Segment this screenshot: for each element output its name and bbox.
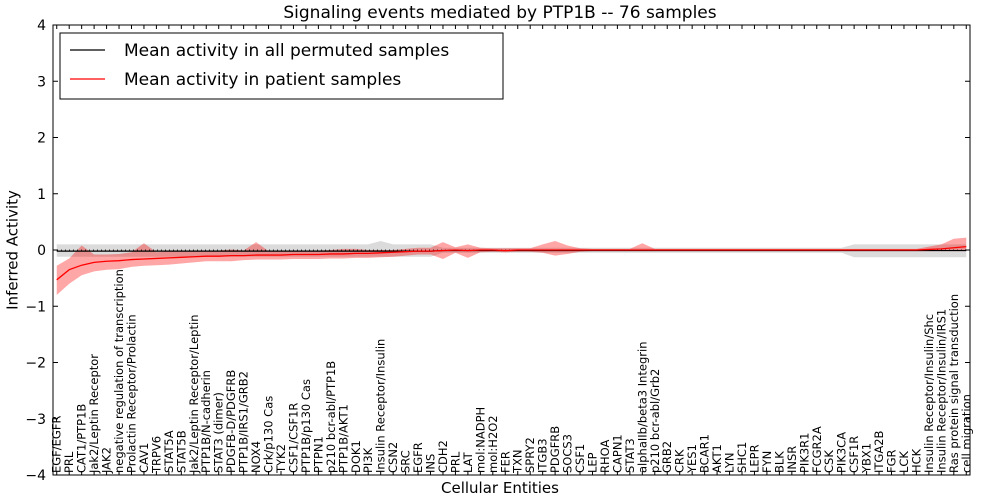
x-tick-label: RHOA xyxy=(598,440,612,473)
x-tick-label: Crk/p130 Cas xyxy=(262,396,276,473)
x-tick-label: PTP1B/p130 Cas xyxy=(299,379,313,473)
y-tick-label: 1 xyxy=(37,187,46,203)
x-tick-label: CAPN1 xyxy=(610,434,624,473)
x-tick-label: p210 bcr-abl/Grb2 xyxy=(648,369,662,473)
x-tick-label: PIK3R1 xyxy=(797,433,811,474)
x-tick-label: PRL xyxy=(62,451,76,473)
x-tick-label: DOK1 xyxy=(349,440,363,473)
x-tick-label: CAT1/PTP1B xyxy=(75,404,89,473)
y-axis: −4 −3 −2 −1 0 1 2 3 4 xyxy=(25,18,970,484)
x-tick-label: Prolactin Receptor/Prolactin xyxy=(124,314,138,473)
x-tick-label: INS xyxy=(424,454,438,473)
x-tick-label: YES1 xyxy=(685,444,699,474)
x-tick-label: PRL xyxy=(448,451,462,473)
x-tick-label: STAT5B xyxy=(174,430,188,473)
x-tick-label: HCK xyxy=(909,448,923,473)
x-tick-label: SHC1 xyxy=(735,442,749,473)
legend-label-patient: Mean activity in patient samples xyxy=(124,70,401,90)
legend-label-permuted: Mean activity in all permuted samples xyxy=(124,41,449,61)
x-tick-label: PIK3CA xyxy=(835,432,849,473)
x-tick-label: Insulin Receptor/Insulin/IRS1 xyxy=(934,309,948,473)
band-patient xyxy=(56,237,967,295)
x-tick-label: SOCS3 xyxy=(561,434,575,473)
x-tick-label: STAT5A xyxy=(162,430,176,473)
x-tick-label: LEPR xyxy=(747,444,761,473)
x-tick-label: BCAR1 xyxy=(698,434,712,473)
y-axis-label: Inferred Activity xyxy=(3,190,21,310)
x-tick-label: TYK2 xyxy=(274,444,288,474)
x-tick-label: FCGR2A xyxy=(810,426,824,473)
x-tick-label: negative regulation of transcription xyxy=(112,269,126,473)
x-tick-label: cell migration xyxy=(959,394,973,473)
x-tick-label: CSF1 xyxy=(573,444,587,473)
x-tick-label: PI3K xyxy=(361,447,375,473)
x-tick-label: CAV1 xyxy=(137,443,151,473)
y-tick-label: 0 xyxy=(37,243,46,259)
x-tick-label: INSR xyxy=(785,446,799,473)
x-tick-label: Insulin Receptor/Insulin/Shc xyxy=(922,314,936,473)
x-tick-label: PDGFB-D/PDGFRB xyxy=(224,370,238,473)
x-tick-label: CDH2 xyxy=(436,440,450,473)
x-tick-label: TRPV6 xyxy=(149,436,163,474)
x-tick-label: PTP1B/N-cadherin xyxy=(199,370,213,473)
x-tick-label: CRK xyxy=(673,449,687,473)
x-tick-label: Ras protein signal transduction xyxy=(947,294,961,473)
series-line-patient xyxy=(56,245,967,281)
x-tick-label: PDGFRB xyxy=(548,426,562,473)
x-tick-label: PTP1B/IRS1/GRB2 xyxy=(237,371,251,473)
x-tick-label: LCK xyxy=(897,451,911,473)
x-tick-label: p210 bcr-abl/PTP1B xyxy=(324,361,338,473)
x-tick-label: ITGA2B xyxy=(872,430,886,473)
x-tick-label: STAT3 xyxy=(623,438,637,473)
confidence-bands xyxy=(56,237,967,295)
x-tick-label: PTPN1 xyxy=(311,436,325,473)
x-tick-label: BLK xyxy=(772,451,786,473)
x-tick-label: JAK2 xyxy=(100,447,114,474)
band-permuted xyxy=(56,241,967,258)
x-tick-label: alphaIIb/beta3 Integrin xyxy=(635,341,649,473)
legend: Mean activity in all permuted samples Mea… xyxy=(59,32,504,100)
x-tick-label: EGFR xyxy=(411,442,425,473)
x-tick-label: LEP xyxy=(585,452,599,473)
x-tick-label: CSF1R xyxy=(847,436,861,473)
x-tick-label: FGR xyxy=(885,449,899,473)
y-tick-label: 3 xyxy=(37,74,46,90)
x-tick-label: STAT3 (dimer) xyxy=(212,392,226,473)
x-tick-label: LYN xyxy=(723,452,737,473)
x-tick-label: CSN2 xyxy=(386,442,400,473)
x-tick-label: SRC xyxy=(399,450,413,473)
x-tick-label: LAT xyxy=(461,451,475,473)
series-lines xyxy=(56,245,967,281)
y-tick-label: −4 xyxy=(25,468,46,484)
x-tick-label: CSK xyxy=(822,450,836,473)
x-tick-label: EGF/EGFR xyxy=(50,416,64,473)
x-tick-label: Insulin Receptor/Insulin xyxy=(374,339,388,473)
y-tick-label: 2 xyxy=(37,131,46,147)
x-tick-label: ITGB3 xyxy=(536,438,550,473)
y-tick-label: −2 xyxy=(25,356,46,372)
chart-title: Signaling events mediated by PTP1B -- 76… xyxy=(283,3,716,23)
x-tick-label: NOX4 xyxy=(249,441,263,473)
x-tick-label: Jak2/Leptin Receptor/Leptin xyxy=(187,315,201,474)
x-tick-label: CSF1/CSF1R xyxy=(286,403,300,473)
x-tick-label: PTP1B/AKT1 xyxy=(336,404,350,473)
y-tick-label: −1 xyxy=(25,299,46,315)
x-tick-label: AKT1 xyxy=(710,444,724,473)
y-tick-label: 4 xyxy=(37,18,46,34)
legend-box xyxy=(59,32,504,100)
x-tick-label: Jak2/Leptin Receptor xyxy=(87,354,101,474)
x-tick-label: TXN xyxy=(511,449,525,474)
x-axis-label: Cellular Entities xyxy=(441,479,559,497)
x-tick-label: GRB2 xyxy=(660,441,674,473)
x-tick-label: FYN xyxy=(760,451,774,473)
x-tick-label: FER xyxy=(498,451,512,473)
y-tick-label: −3 xyxy=(25,412,46,428)
x-tick-label: YBX1 xyxy=(860,443,874,474)
x-tick-label: mol:NADPH xyxy=(473,407,487,473)
x-tick-label: SPRY2 xyxy=(523,437,537,473)
x-tick-label: mol:H2O2 xyxy=(486,415,500,473)
